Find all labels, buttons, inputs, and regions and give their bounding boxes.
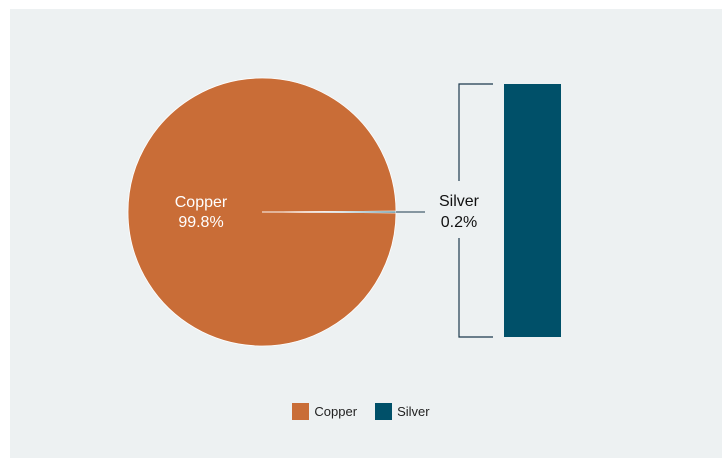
legend: Copper Silver	[0, 403, 722, 420]
legend-swatch-copper	[292, 403, 310, 420]
pie-slice-silver	[261, 210, 397, 214]
legend-label-silver: Silver	[397, 404, 430, 419]
pie-group	[127, 77, 397, 347]
slice-label-value-copper: 99.8%	[178, 214, 223, 231]
breakout-bar-group	[504, 84, 561, 337]
legend-item-silver: Silver	[375, 403, 430, 420]
slice-label-value-silver: 0.2%	[441, 214, 477, 231]
legend-swatch-silver	[375, 403, 393, 420]
legend-item-copper: Copper	[292, 403, 357, 420]
breakout-bracket	[458, 83, 493, 338]
breakout-bar-silver	[504, 84, 561, 337]
slice-label-name-copper: Copper	[175, 194, 228, 211]
slice-label-name-silver: Silver	[439, 193, 480, 210]
legend-label-copper: Copper	[314, 404, 358, 419]
slice-label-group: Copper 99.8% Silver 0.2%	[175, 83, 493, 338]
